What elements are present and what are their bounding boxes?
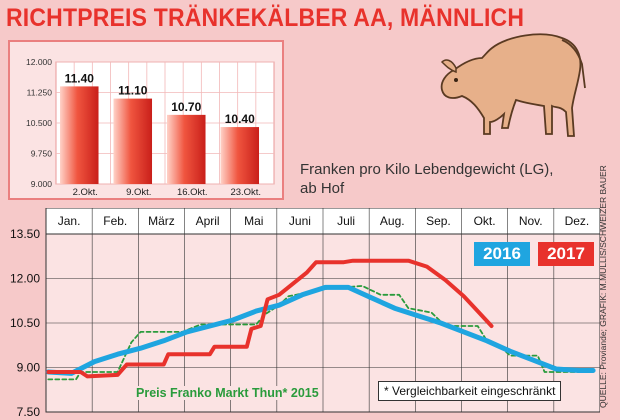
month-label: März — [148, 214, 175, 228]
unit-label-line2: ab Hof — [300, 180, 345, 197]
bar — [60, 86, 99, 184]
unit-label: Franken pro Kilo Lebendgewicht (LG), ab … — [300, 160, 553, 198]
bar — [220, 127, 260, 184]
bar-chart-svg: 9.000 9.750 10.500 11.250 12.000 11.40 2.Okt. 1… — [26, 57, 275, 198]
bar-value-label: 10.70 — [171, 100, 201, 114]
bar-value-label: 11.40 — [65, 71, 95, 85]
bar-category-label: 16.Okt. — [177, 187, 208, 198]
comparability-note: * Vergleichbarkeit eingeschränkt — [378, 381, 562, 401]
bar-category-label: 23.Okt. — [230, 187, 261, 198]
bar-ytick-label: 9.750 — [31, 149, 53, 159]
line-ytick-label: 7.50 — [17, 405, 41, 419]
bar-ytick-label: 12.000 — [26, 57, 52, 67]
source-credit: QUELLE: Proviande; GRAFIK: M.MULLIS/SCHW… — [598, 160, 612, 408]
month-label: Okt. — [474, 214, 496, 228]
bar-ytick-label: 10.500 — [26, 118, 52, 128]
calf-tail — [561, 39, 586, 89]
legend-2015: Preis Franko Markt Thun* 2015 — [134, 386, 321, 400]
bar — [167, 114, 206, 184]
bar-category-label: 9.Okt. — [126, 187, 151, 198]
bar-category-label: 2.Okt. — [73, 187, 98, 198]
month-label: Feb. — [103, 214, 127, 228]
month-label: Mai — [244, 214, 263, 228]
bar-ytick-label: 11.250 — [27, 88, 53, 98]
series-line-2017 — [46, 258, 494, 379]
bar-ytick-label: 9.000 — [31, 179, 53, 189]
month-label: Juni — [289, 214, 311, 228]
month-label: Sep. — [426, 214, 451, 228]
line-ytick-label: 10.50 — [10, 316, 40, 330]
page-title: RICHTPREIS TRÄNKEKÄLBER AA, MÄNNLICH — [6, 4, 525, 32]
legend-2016: 2016 — [474, 242, 530, 266]
line-ytick-label: 13.50 — [10, 227, 40, 241]
series-line-2016 — [45, 284, 596, 376]
calf-ear — [440, 59, 457, 74]
bar — [113, 98, 153, 184]
month-label: Dez. — [565, 214, 590, 228]
month-label: Jan. — [58, 214, 81, 228]
unit-label-line1: Franken pro Kilo Lebendgewicht (LG), — [300, 161, 554, 178]
weekly-price-bar-chart: 9.000 9.750 10.500 11.250 12.000 11.40 2.Okt. 1… — [8, 40, 284, 200]
line-ytick-label: 12.00 — [10, 272, 40, 286]
calf-body — [440, 33, 582, 137]
bar-value-label: 10.40 — [225, 112, 255, 126]
bar-value-label: 11.10 — [118, 84, 148, 98]
calf-eye — [454, 78, 458, 82]
month-label: Juli — [337, 214, 355, 228]
line-ytick-label: 9.00 — [17, 361, 41, 375]
legend-2017: 2017 — [538, 242, 594, 266]
month-label: Nov. — [519, 214, 543, 228]
month-label: April — [196, 214, 220, 228]
calf-illustration-icon — [440, 33, 586, 137]
month-label: Aug. — [380, 214, 405, 228]
